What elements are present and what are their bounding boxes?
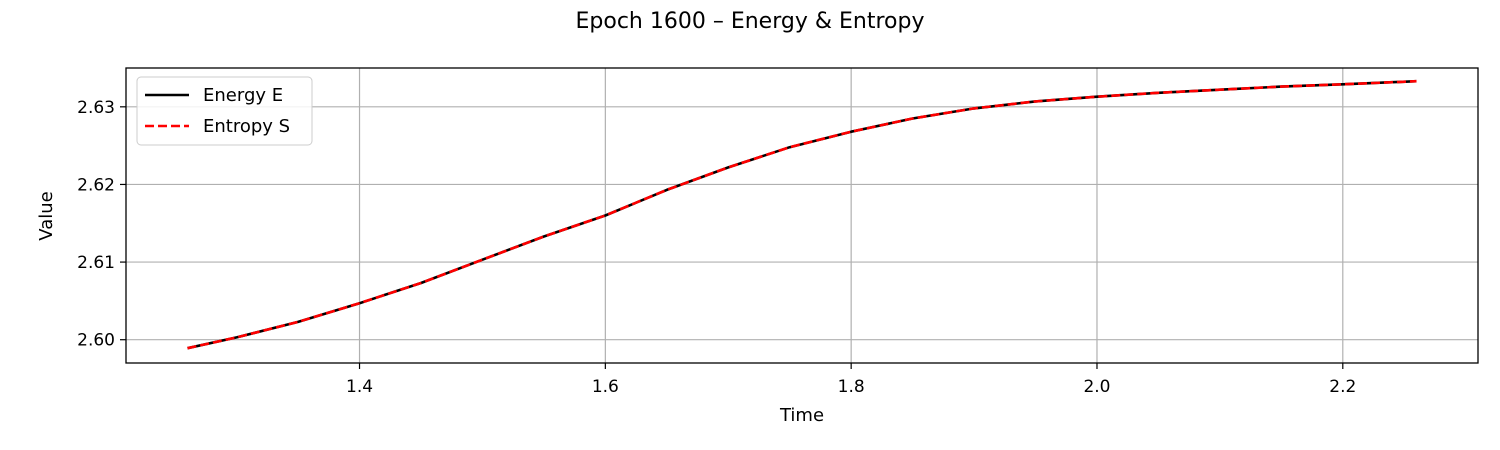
series-line-energy [187, 79, 1417, 350]
x-tick-label: 1.6 [592, 377, 619, 397]
legend: Energy E Entropy S [136, 76, 313, 146]
x-axis-label: Time [779, 405, 824, 426]
y-tick-label: 2.61 [77, 253, 115, 273]
x-tick-label: 1.4 [346, 377, 373, 397]
y-tick-label: 2.63 [77, 98, 115, 118]
series-line-entropy [187, 79, 1417, 350]
y-axis-label: Value [36, 191, 57, 240]
series-lines [187, 79, 1417, 350]
y-tick-label: 2.62 [77, 175, 115, 195]
legend-label-entropy: Entropy S [203, 116, 290, 137]
grid [126, 68, 1478, 363]
x-tick-label: 2.0 [1083, 377, 1110, 397]
plot-frame [125, 67, 1479, 364]
legend-label-energy: Energy E [203, 85, 283, 106]
chart-title: Epoch 1600 – Energy & Entropy [576, 9, 925, 34]
x-tick-label: 1.8 [838, 377, 865, 397]
y-tick-label: 2.60 [77, 331, 115, 351]
x-tick-label: 2.2 [1329, 377, 1356, 397]
axis-ticks: 1.4 1.6 1.8 2.0 2.2 2.60 2.61 2.62 2.63 [77, 98, 1356, 397]
